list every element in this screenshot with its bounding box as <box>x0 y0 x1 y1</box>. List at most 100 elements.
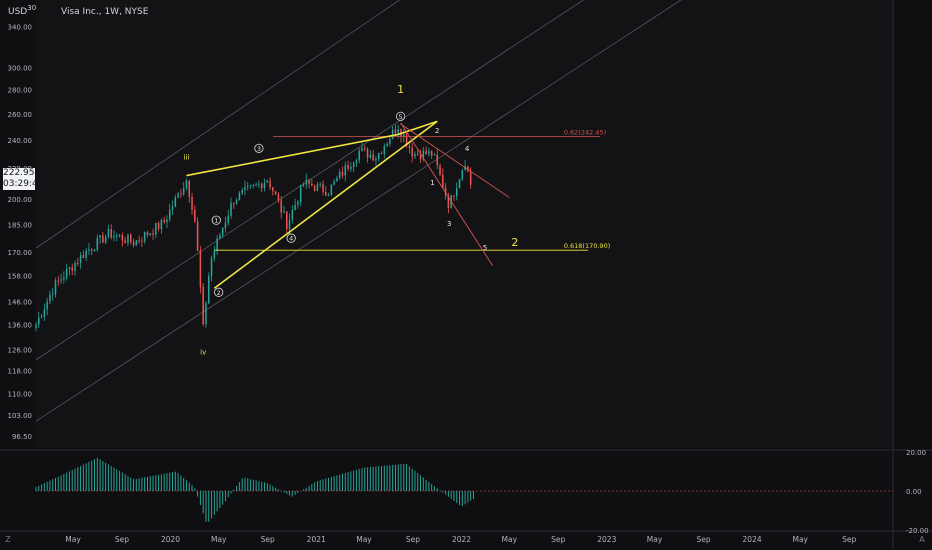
oscillator-tick-label: -20.00 <box>906 527 929 535</box>
candle-body <box>400 129 402 137</box>
candle-body <box>366 148 369 158</box>
candle-body <box>85 250 87 258</box>
candle-body <box>141 240 143 242</box>
candle-body <box>394 129 397 134</box>
zoom-button[interactable]: Z <box>5 535 11 544</box>
candle-body <box>291 210 294 220</box>
candle-body <box>63 277 65 280</box>
wave-label: 2 <box>217 289 221 297</box>
candle-body <box>54 280 57 295</box>
wedge-upper-line <box>186 133 399 177</box>
candle-body <box>88 249 90 251</box>
time-tick-label: May <box>502 535 518 544</box>
wave-label: 2 <box>511 236 518 249</box>
wave-label: iii <box>184 153 190 161</box>
candle-body <box>352 162 355 167</box>
price-tick-label: 158.00 <box>8 273 33 281</box>
candle-body <box>249 185 252 187</box>
time-tick-label: Sep <box>551 535 565 544</box>
red-channel-lower <box>400 122 493 266</box>
candle-body <box>416 153 419 155</box>
wave-label: 1 <box>397 83 404 96</box>
candle-body <box>299 185 302 203</box>
candle-body <box>121 235 124 241</box>
candle-body <box>210 258 213 277</box>
candle-body <box>124 240 126 243</box>
candle-body <box>274 191 277 195</box>
price-tick-label: 96.50 <box>12 433 32 441</box>
wave-label: 4 <box>465 145 470 153</box>
channel-line <box>35 0 585 361</box>
candle-body <box>386 143 388 147</box>
candle-body <box>255 184 257 186</box>
time-tick-label: 2020 <box>161 535 180 544</box>
time-tick-label: 2022 <box>452 535 471 544</box>
wave-circle <box>214 287 224 297</box>
candle-body <box>68 267 71 269</box>
time-tick-label: May <box>647 535 663 544</box>
candle-body <box>341 171 344 176</box>
time-tick-label: 2024 <box>743 535 762 544</box>
time-tick-label: May <box>211 535 227 544</box>
candle-body <box>79 255 82 263</box>
candle-body <box>207 276 210 304</box>
auto-scale-button[interactable]: A <box>919 535 925 544</box>
candle-body <box>57 280 60 282</box>
candle-body <box>51 294 54 296</box>
candle-body <box>442 174 444 188</box>
candle-body <box>263 182 266 189</box>
candle-body <box>65 268 68 278</box>
candle-body <box>325 191 327 196</box>
candle-body <box>221 227 224 236</box>
candle-body <box>380 153 383 155</box>
candle-body <box>375 158 377 161</box>
candle-body <box>425 150 427 155</box>
time-tick-label: 2021 <box>307 535 326 544</box>
candle-body <box>104 236 107 243</box>
candle-body <box>157 223 160 230</box>
candle-body <box>422 150 425 160</box>
symbol-title[interactable]: Visa Inc., 1W, NYSE <box>61 7 149 17</box>
price-tick-label: 185.00 <box>8 221 33 229</box>
fib-level-label: 0.62(242.45) <box>564 129 606 137</box>
candle-body <box>266 180 269 183</box>
last-price-badge: 222.95 03:29:48 <box>3 168 43 190</box>
wave-circle <box>254 143 264 153</box>
candle-body <box>464 166 466 171</box>
candle-body <box>194 209 196 222</box>
time-tick-label: Sep <box>115 535 129 544</box>
wave-circle <box>211 215 221 225</box>
candle-body <box>411 147 413 157</box>
candle-body <box>286 211 288 230</box>
candle-body <box>269 180 271 188</box>
candle-body <box>461 170 464 180</box>
candle-body <box>308 179 310 184</box>
candle-body <box>428 150 430 155</box>
currency-label: USD <box>8 7 28 17</box>
candle-body <box>350 166 352 170</box>
candle-body <box>129 234 132 242</box>
candle-body <box>288 219 291 230</box>
candle-body <box>113 235 115 238</box>
price-tick-label: 146.00 <box>8 298 33 306</box>
wave-circle <box>396 111 406 121</box>
candle-body <box>260 183 263 189</box>
candle-body <box>372 154 374 161</box>
candle-body <box>155 223 157 235</box>
candle-body <box>138 240 140 242</box>
price-pane <box>36 0 893 448</box>
wave-label: 1 <box>214 217 218 225</box>
oscillator-tick-label: 0.00 <box>906 488 922 496</box>
candle-body <box>202 287 204 325</box>
candle-body <box>297 202 299 205</box>
candle-body <box>233 203 235 205</box>
wave-label: 3 <box>447 220 451 228</box>
candle-body <box>82 255 85 258</box>
time-tick-label: Sep <box>406 535 420 544</box>
fib-level-label: 0.618(170.90) <box>564 242 610 250</box>
candle-body <box>168 209 171 220</box>
candle-body <box>408 145 411 148</box>
wave-label: 2 <box>435 127 439 135</box>
currency-superscript: 30 <box>27 4 37 12</box>
candle-body <box>311 183 313 187</box>
